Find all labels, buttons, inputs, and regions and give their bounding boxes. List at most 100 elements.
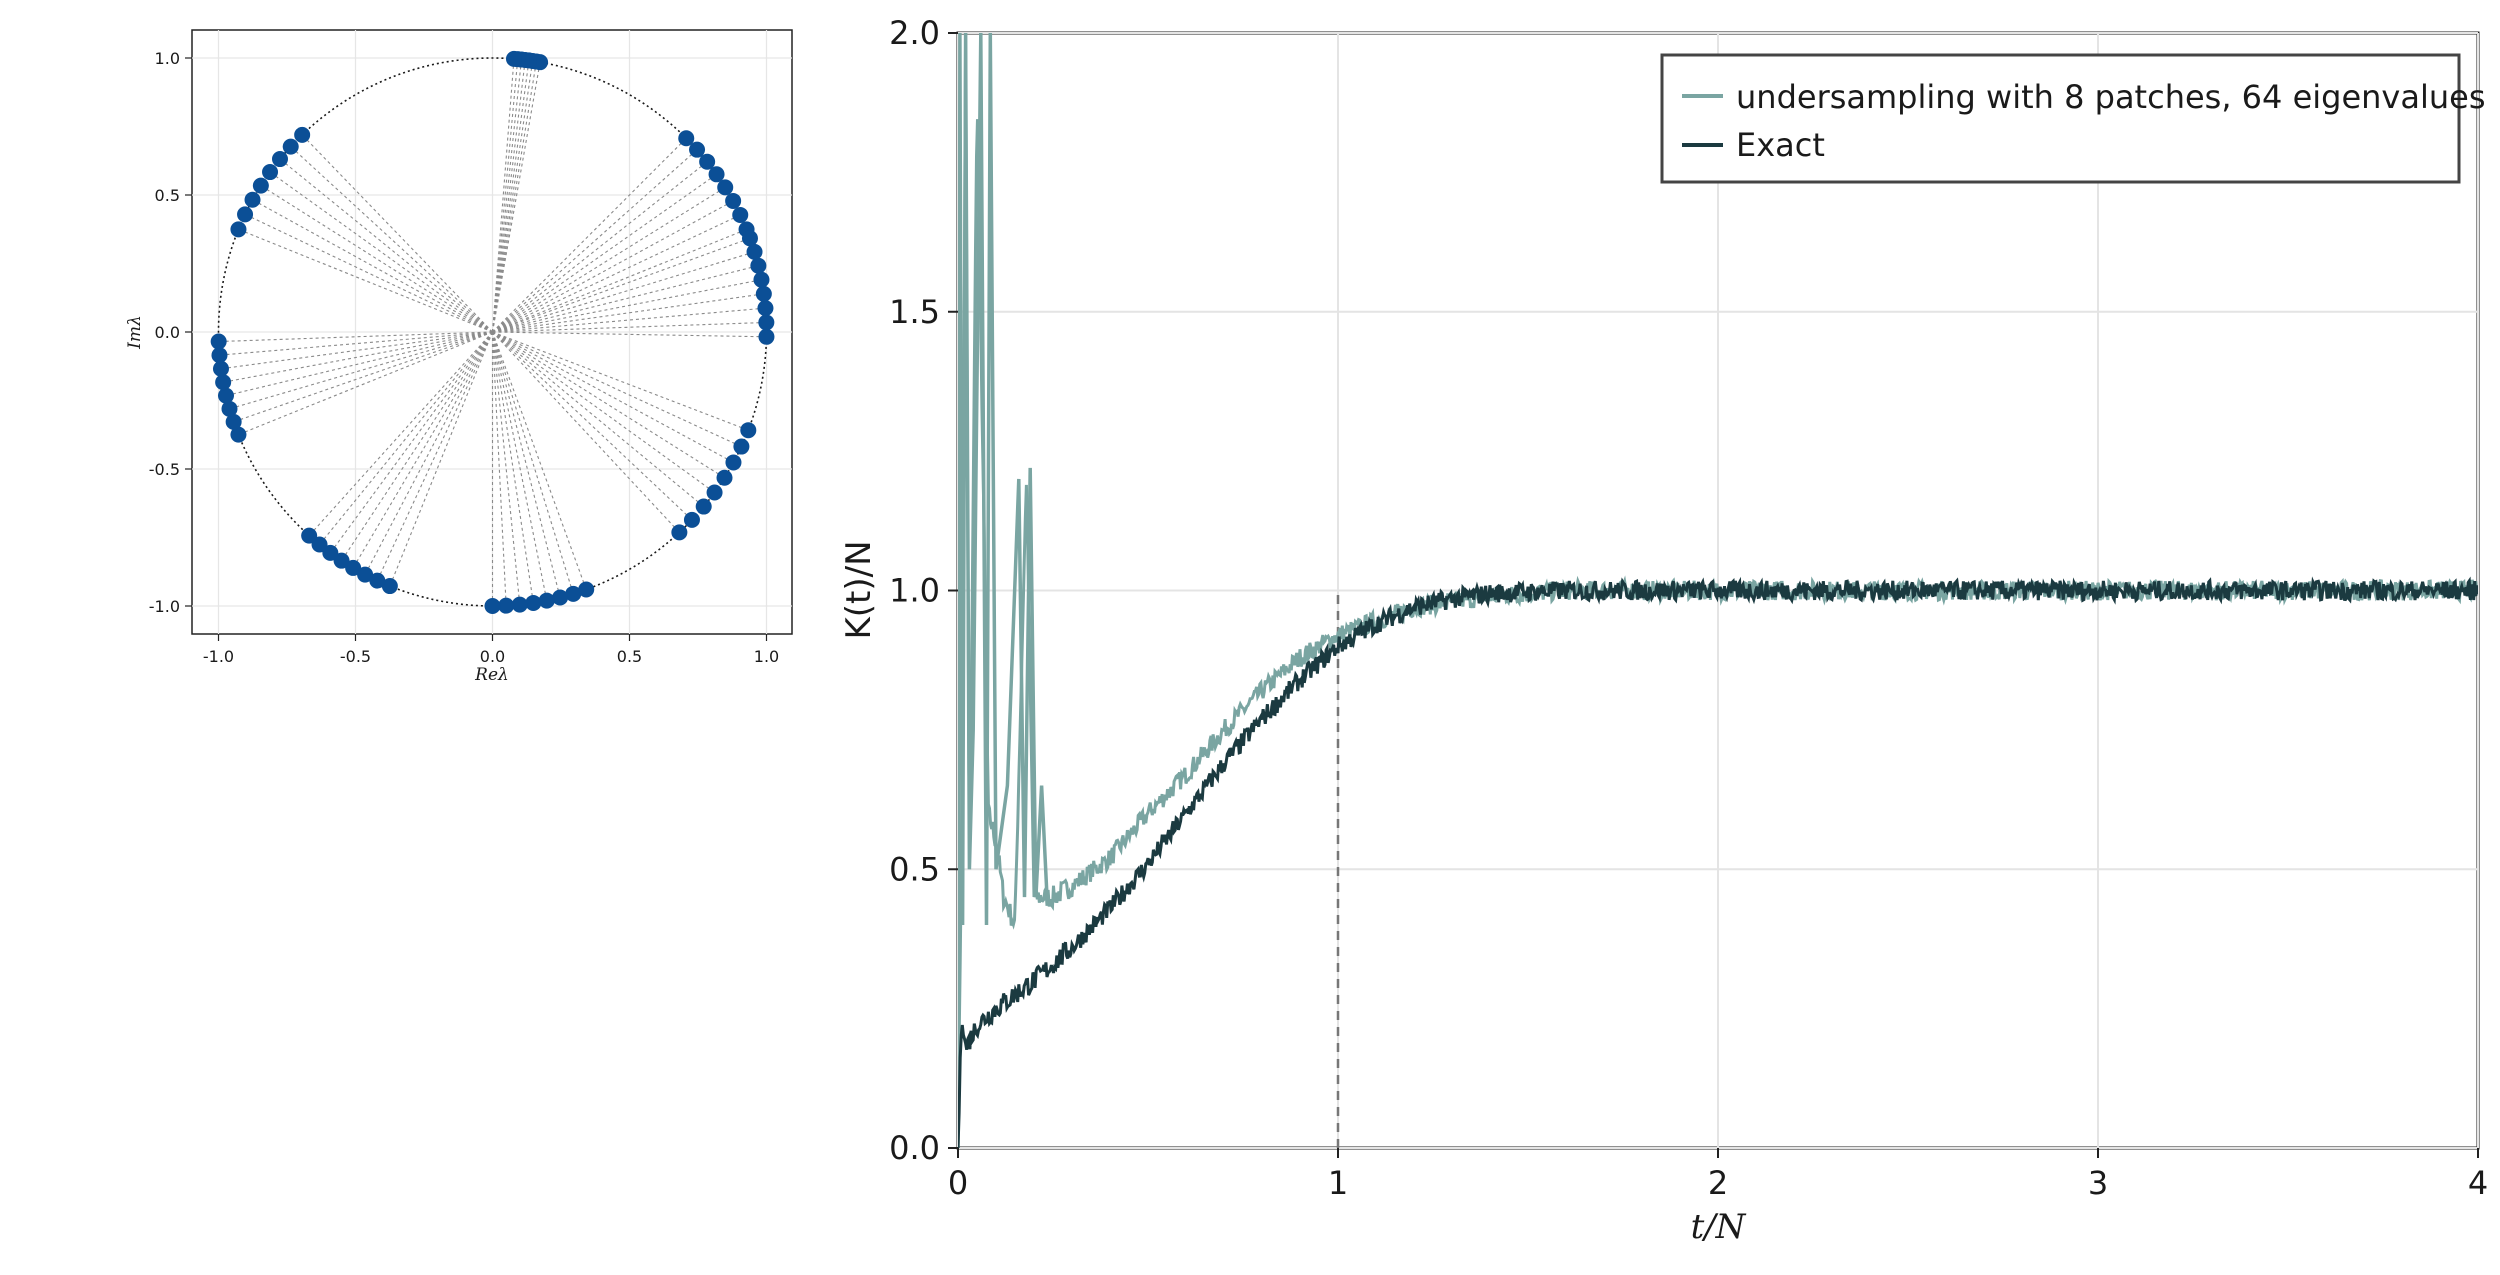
eigenvalue-ray (491, 59, 526, 333)
eigenvalue-ray (492, 307, 766, 333)
eigenvalue-ray (352, 331, 493, 569)
eigenvalue-ray (492, 331, 767, 338)
eigenvalue-point (505, 50, 522, 67)
right-x-tick-label: 4 (2468, 1164, 2488, 1202)
eigenvalue-ray (233, 331, 493, 423)
eigenvalue-circle-plot: -1.0 -0.5 0.0 0.5 1.0 -1.0-0.50.00.51.0 Reλ … (125, 29, 793, 685)
eigenvalue-point (758, 328, 775, 345)
eigenvalue-rays (218, 58, 767, 606)
left-x-tick-label: 0.0 (480, 647, 505, 666)
eigenvalue-ray (491, 331, 561, 598)
eigenvalue-ray (492, 331, 705, 507)
eigenvalue-point (333, 552, 350, 569)
right-y-tick-label: 0.0 (889, 1129, 940, 1167)
eigenvalue-ray (492, 265, 759, 333)
left-x-tick-label: -0.5 (340, 647, 371, 666)
legend-label-exact: Exact (1736, 126, 1825, 164)
right-x-axis-label: t/N (1691, 1207, 1747, 1247)
eigenvalue-point (212, 360, 229, 377)
right-x-tick-label: 2 (1708, 1164, 1728, 1202)
eigenvalue-ray (492, 293, 764, 333)
eigenvalue-ray (491, 60, 530, 333)
eigenvalue-point (215, 374, 232, 391)
eigenvalue-ray (341, 331, 493, 561)
eigenvalue-point (237, 206, 254, 223)
eigenvalue-point (740, 422, 757, 439)
spectral-form-factor-plot: 0 1 2 3 4 0.0 0.5 1.0 1.5 2.0 t/N K(t)/N undersa… (839, 14, 2488, 1247)
eigenvalue-point (262, 164, 279, 181)
eigenvalue-point (345, 559, 362, 576)
eigenvalue-ray (491, 331, 587, 590)
eigenvalue-point (217, 387, 234, 404)
eigenvalue-point (511, 596, 528, 613)
eigenvalue-ray (225, 331, 493, 397)
eigenvalue-point (706, 484, 723, 501)
right-x-tick-label: 1 (1328, 1164, 1348, 1202)
eigenvalue-ray (260, 185, 493, 333)
right-y-tick-label: 1.0 (889, 572, 940, 610)
eigenvalue-point (230, 426, 247, 443)
right-y-tick-label: 1.5 (889, 293, 940, 331)
eigenvalue-point (538, 592, 555, 609)
eigenvalue-ray (491, 62, 541, 333)
eigenvalue-ray (492, 173, 717, 333)
eigenvalue-ray (492, 331, 680, 533)
eigenvalue-ray (492, 161, 708, 333)
eigenvalue-point (230, 221, 247, 238)
left-y-axis-label: Imλ (125, 315, 145, 350)
eigenvalue-ray (492, 228, 747, 333)
eigenvalue-point (565, 585, 582, 602)
eigenvalue-ray (492, 279, 762, 333)
eigenvalue-ray (223, 331, 493, 383)
eigenvalue-ray (238, 331, 493, 436)
eigenvalue-ray (491, 331, 574, 594)
left-y-tick-label: 0.5 (155, 186, 180, 205)
left-x-tick-label: 1.0 (754, 647, 779, 666)
left-y-ticks: -1.0 -0.5 0.0 0.5 1.0 (149, 49, 192, 616)
eigenvalue-ray (364, 331, 493, 575)
eigenvalue-point (717, 179, 734, 196)
eigenvalue-ray (492, 331, 693, 521)
eigenvalue-ray (492, 137, 687, 333)
eigenvalue-ray (492, 200, 734, 333)
eigenvalue-ray (290, 146, 493, 333)
left-y-tick-label: -0.5 (149, 460, 180, 479)
legend: undersampling with 8 patches, 64 eigenva… (1660, 53, 2486, 184)
eigenvalue-points (210, 50, 775, 614)
eigenvalue-ray (491, 331, 521, 605)
eigenvalue-ray (319, 331, 493, 545)
eigenvalue-ray (492, 186, 726, 333)
eigenvalue-point (525, 594, 542, 611)
series-exact-line (958, 576, 2478, 1148)
eigenvalue-point (755, 285, 772, 302)
eigenvalue-ray (491, 59, 519, 333)
eigenvalue-point (210, 333, 227, 350)
eigenvalue-point (552, 589, 569, 606)
eigenvalue-point (689, 141, 706, 158)
eigenvalue-point (301, 527, 318, 544)
eigenvalue-point (271, 151, 288, 168)
eigenvalue-point (725, 454, 742, 471)
eigenvalue-point (211, 347, 228, 364)
eigenvalue-ray (492, 214, 741, 333)
eigenvalue-point (578, 581, 595, 598)
eigenvalue-point (322, 544, 339, 561)
eigenvalue-ray (492, 331, 734, 463)
eigenvalue-point (311, 536, 328, 553)
eigenvalue-point (484, 598, 501, 614)
right-x-ticks: 0 1 2 3 4 (948, 1148, 2488, 1202)
eigenvalue-ray (269, 171, 493, 333)
eigenvalue-ray (219, 331, 493, 356)
eigenvalue-point (699, 153, 716, 170)
eigenvalue-point (758, 314, 775, 331)
left-x-tick-label: -1.0 (203, 647, 234, 666)
eigenvalue-point (498, 597, 515, 614)
eigenvalue-ray (229, 331, 493, 410)
legend-box (1660, 53, 2461, 184)
eigenvalue-point (252, 177, 269, 194)
eigenvalue-ray (491, 331, 548, 601)
eigenvalue-point (733, 438, 750, 455)
eigenvalue-ray (492, 149, 698, 333)
eigenvalue-ray (308, 331, 493, 536)
eigenvalue-point (221, 400, 238, 417)
